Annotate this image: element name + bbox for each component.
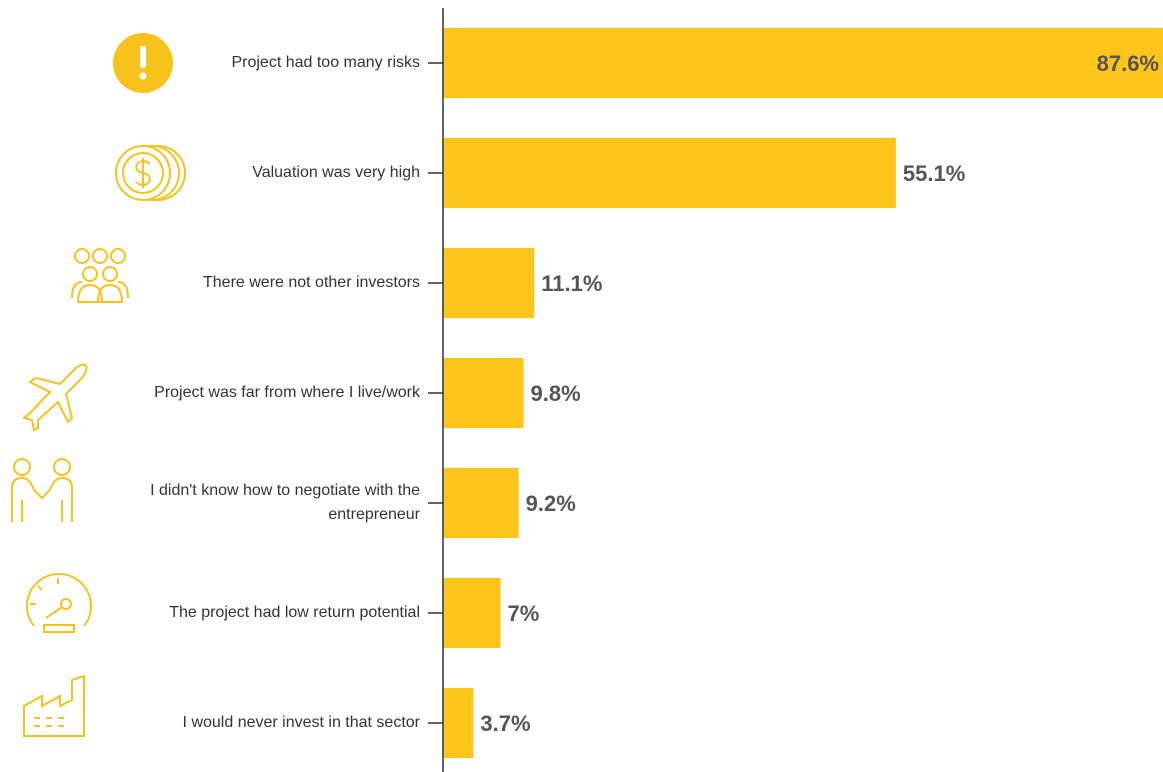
value-label: 55.1% — [903, 161, 965, 186]
bar — [443, 358, 524, 428]
value-label: 7% — [508, 601, 540, 626]
bar — [443, 578, 501, 648]
coin-icon — [135, 158, 151, 188]
category-label: Project had too many risks — [231, 54, 420, 71]
category-label: I would never invest in that sector — [182, 714, 420, 731]
category-label: Valuation was very high — [252, 164, 420, 181]
bar — [443, 28, 1163, 98]
value-label: 9.2% — [526, 491, 576, 516]
bar — [443, 688, 474, 758]
bar — [443, 138, 896, 208]
handshake-icon — [11, 458, 73, 522]
plane-icon — [21, 363, 88, 432]
icons — [11, 33, 186, 737]
category-label: I didn't know how to negotiate with the … — [150, 482, 420, 523]
coin-icon — [122, 152, 164, 194]
category-label: The project had low return potential — [169, 604, 420, 621]
value-label: 9.8% — [531, 381, 581, 406]
bar — [443, 248, 535, 318]
factory-icon — [23, 674, 85, 737]
people-icon — [71, 248, 129, 303]
category-label: There were not other investors — [203, 274, 420, 291]
gauge-icon — [26, 573, 92, 633]
bar — [443, 468, 519, 538]
value-label: 3.7% — [480, 711, 530, 736]
category-label: Project was far from where I live/work — [154, 384, 420, 401]
risk-icon-mark — [140, 46, 146, 68]
risk-icon-dot — [139, 72, 147, 80]
value-label: 11.1% — [541, 271, 602, 296]
value-label: 87.6% — [1097, 51, 1159, 76]
